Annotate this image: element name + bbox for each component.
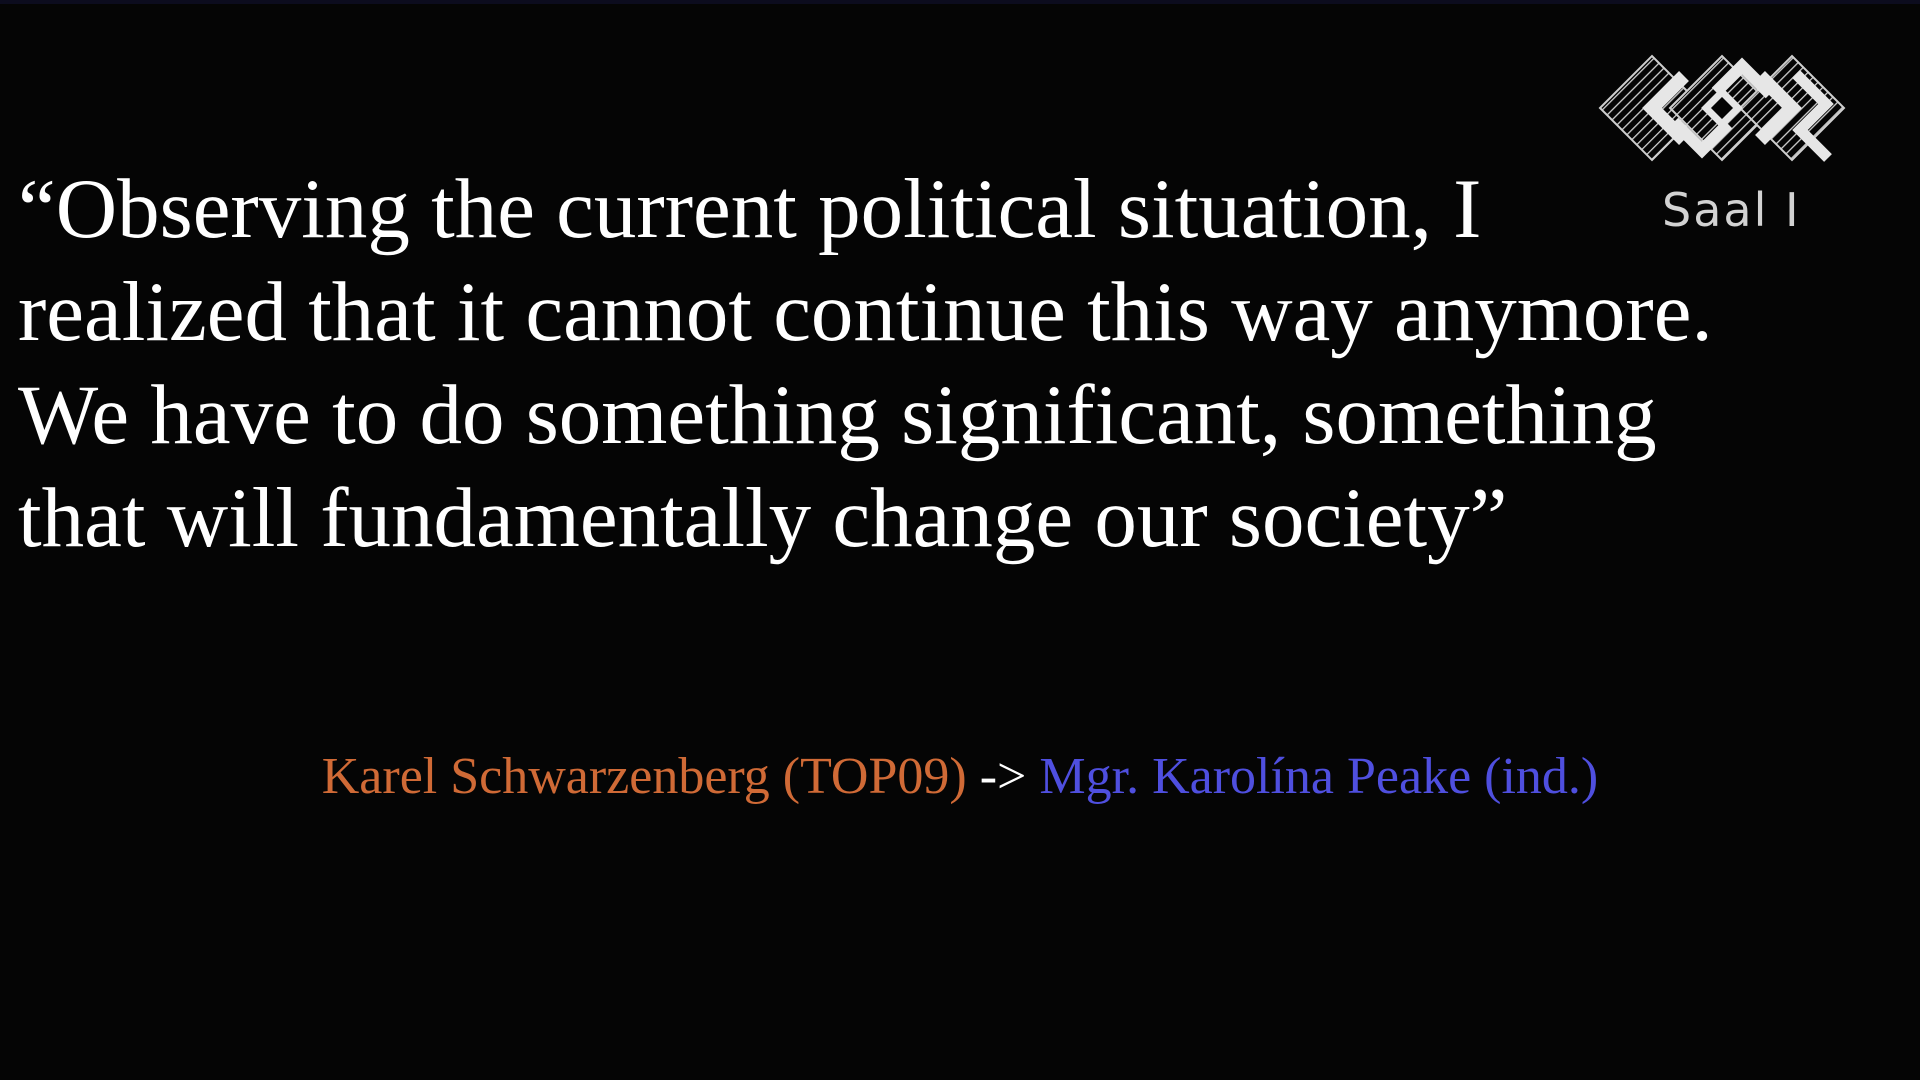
quote-attribution: Karel Schwarzenberg (TOP09) -> Mgr. Karo…	[0, 745, 1920, 809]
quote-line: “Observing the current political situati…	[18, 162, 1482, 256]
original-speaker: Karel Schwarzenberg (TOP09)	[321, 748, 967, 805]
actual-speaker: Mgr. Karolína Peake (ind.)	[1039, 748, 1599, 805]
quote-line: realized that it cannot continue this wa…	[18, 265, 1713, 359]
quote-text: “Observing the current political situati…	[18, 158, 1898, 570]
quote-line: that will fundamentally change our socie…	[18, 471, 1508, 565]
room-label: Saal I	[1662, 183, 1801, 237]
event-logo: Saal I	[1592, 50, 1852, 240]
congress-logo-icon	[1598, 54, 1846, 162]
quote-line: We have to do something significant, som…	[18, 368, 1657, 462]
top-edge-strip	[0, 0, 1920, 4]
attribution-arrow: ->	[966, 748, 1040, 805]
